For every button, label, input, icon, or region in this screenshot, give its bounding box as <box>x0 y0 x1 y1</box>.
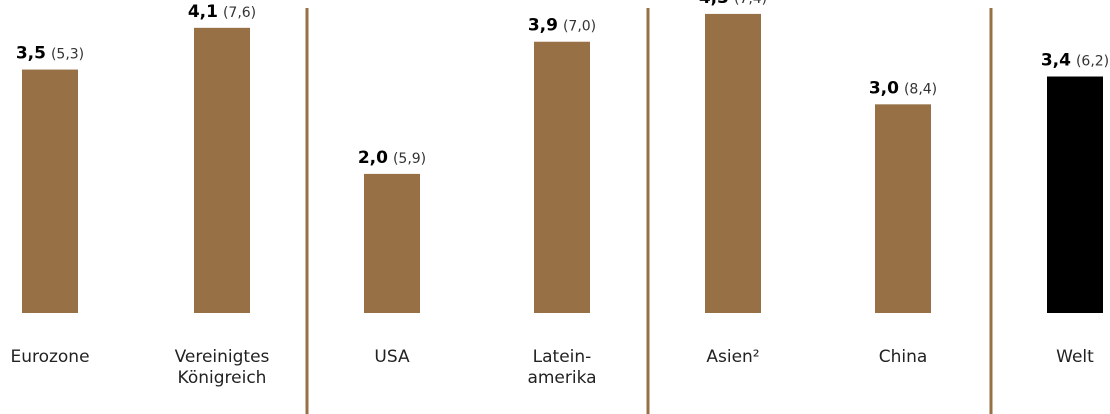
bar-2 <box>364 173 420 313</box>
value-secondary-1: (7,6) <box>223 5 256 21</box>
bar-1 <box>194 27 250 313</box>
category-label-line: Asien² <box>706 347 759 367</box>
bar-5 <box>875 104 931 313</box>
value-secondary-2: (5,9) <box>393 151 426 167</box>
value-main-6: 3,4 <box>1041 51 1071 71</box>
value-main-1: 4,1 <box>188 2 218 22</box>
bar-3 <box>534 41 590 313</box>
value-label-5: 3,0 (8,4) <box>869 78 937 98</box>
value-label-3: 3,9 (7,0) <box>528 16 596 36</box>
value-labels-layer: 3,5 (5,3) 4,1 (7,6) 2,0 (5,9) 3,9 (7,0) 4,3 (7,4)… <box>16 0 1109 168</box>
value-main-5: 3,0 <box>869 78 899 98</box>
category-label-line: Vereinigtes <box>175 347 270 367</box>
category-label-1: Vereinigtes Königreich <box>175 347 270 388</box>
group-dividers <box>305 8 993 414</box>
category-label-0: Eurozone <box>10 347 89 367</box>
value-main-0: 3,5 <box>16 44 46 64</box>
value-secondary-4: (7,4) <box>734 0 767 7</box>
category-label-line: Latein- <box>533 347 592 367</box>
category-label-3: Latein-amerika <box>527 347 596 388</box>
bar-6 <box>1047 76 1103 313</box>
value-secondary-6: (6,2) <box>1076 54 1109 70</box>
value-label-1: 4,1 (7,6) <box>188 2 256 22</box>
value-label-6: 3,4 (6,2) <box>1041 51 1109 71</box>
value-main-2: 2,0 <box>358 148 388 168</box>
value-label-0: 3,5 (5,3) <box>16 44 84 64</box>
value-secondary-5: (8,4) <box>904 81 937 97</box>
category-label-4: Asien² <box>706 347 759 367</box>
category-label-line: USA <box>374 347 410 367</box>
value-label-2: 2,0 (5,9) <box>358 148 426 168</box>
category-label-5: China <box>879 347 928 367</box>
bar-4 <box>705 13 761 314</box>
value-main-4: 4,3 <box>699 0 729 8</box>
category-label-line: Eurozone <box>10 347 89 367</box>
category-labels-layer: Eurozone Vereinigtes Königreich USA Latein-a… <box>10 347 1094 388</box>
value-secondary-3: (7,0) <box>563 19 596 35</box>
value-secondary-0: (5,3) <box>51 47 84 63</box>
value-main-3: 3,9 <box>528 16 558 36</box>
bars-layer <box>22 13 1103 314</box>
category-label-line: Welt <box>1056 347 1094 367</box>
bar-0 <box>22 69 78 313</box>
category-label-line: China <box>879 347 928 367</box>
value-label-4: 4,3 (7,4) <box>699 0 767 8</box>
category-label-line: amerika <box>527 368 596 388</box>
category-label-2: USA <box>374 347 410 367</box>
category-label-line: Königreich <box>178 368 267 388</box>
category-label-6: Welt <box>1056 347 1094 367</box>
